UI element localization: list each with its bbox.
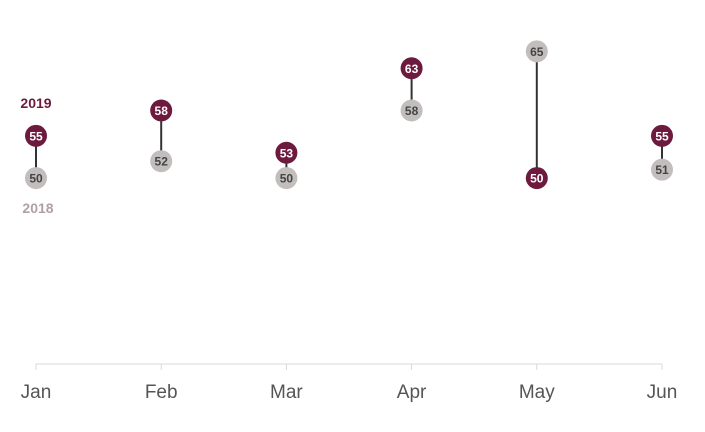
data-label-2019-apr: 63 bbox=[405, 62, 419, 76]
data-label-2018-mar: 50 bbox=[280, 172, 294, 186]
x-tick-label-apr: Apr bbox=[397, 382, 427, 403]
data-label-2018-jan: 50 bbox=[29, 172, 43, 186]
data-label-2019-feb: 58 bbox=[155, 104, 169, 118]
point-2019-may bbox=[525, 167, 548, 190]
point-2019-feb bbox=[150, 99, 173, 122]
data-label-2019-mar: 53 bbox=[280, 146, 294, 160]
point-2018-may bbox=[525, 40, 548, 63]
point-2018-jan bbox=[25, 167, 47, 190]
data-label-2018-may: 65 bbox=[530, 45, 544, 59]
data-label-2019-may: 50 bbox=[530, 172, 544, 186]
point-2019-jun bbox=[651, 124, 673, 147]
data-label-2018-feb: 52 bbox=[155, 155, 169, 169]
point-2019-jan bbox=[25, 124, 47, 147]
connectors bbox=[35, 51, 663, 179]
series-labels: 2019 2018 bbox=[20, 95, 53, 216]
x-tick-label-jan: Jan bbox=[21, 382, 52, 403]
point-2018-mar bbox=[275, 167, 298, 190]
data-label-2018-jun: 51 bbox=[655, 163, 669, 177]
point-2019-mar bbox=[275, 141, 298, 164]
point-2019-apr bbox=[400, 57, 423, 80]
x-tick-label-mar: Mar bbox=[270, 382, 303, 403]
x-tick-label-may: May bbox=[519, 382, 555, 403]
data-label-2019-jan: 55 bbox=[29, 129, 43, 143]
data-label-2019-jun: 55 bbox=[655, 129, 669, 143]
point-2018-apr bbox=[400, 99, 423, 122]
x-tick-label-feb: Feb bbox=[145, 382, 178, 403]
data-points: 50 55 52 58 50 53 58 63 65 50 51 55 bbox=[25, 40, 673, 190]
series-label-2018: 2018 bbox=[22, 200, 53, 216]
point-2018-jun bbox=[651, 158, 673, 181]
x-axis-ticks: Jan Feb Mar Apr May Jun bbox=[21, 364, 678, 403]
data-label-2018-apr: 58 bbox=[405, 104, 419, 118]
x-tick-label-jun: Jun bbox=[647, 382, 678, 403]
point-2018-feb bbox=[150, 150, 173, 173]
series-label-2019: 2019 bbox=[20, 95, 51, 111]
